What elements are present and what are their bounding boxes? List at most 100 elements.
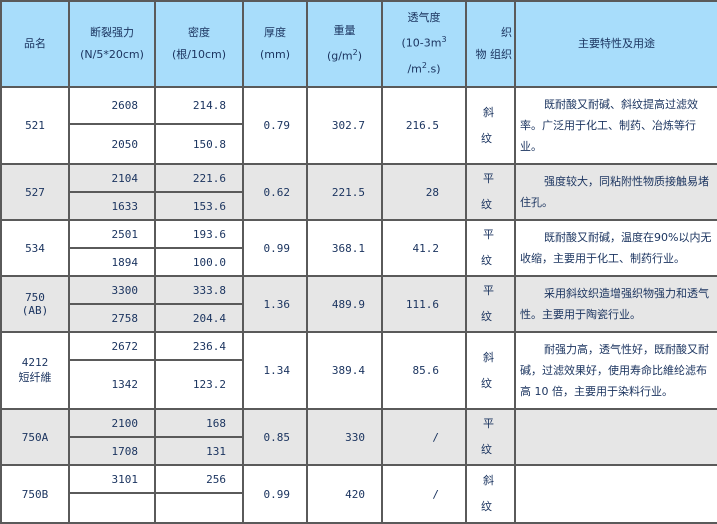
usage-text: 采用斜纹织造增强织物强力和透气性。主要用于陶瓷行业。 — [520, 287, 709, 321]
weave-line1: 织 — [501, 26, 512, 39]
weave: 平纹 — [465, 408, 516, 466]
product-name: 527 — [0, 163, 70, 221]
weave: 斜纹 — [465, 464, 516, 524]
weight: 420 — [306, 464, 383, 524]
weave: 斜纹 — [465, 86, 516, 165]
thickness: 0.62 — [242, 163, 308, 221]
permeability: 216.5 — [381, 86, 467, 165]
density-warp: 236.4 — [154, 331, 244, 361]
weight-unit-a: (g/m — [326, 49, 353, 63]
table-row: 534 2501 193.6 0.99 368.1 41.2 平纹 既耐酸又耐碱… — [0, 219, 717, 277]
density-weft: 153.6 — [154, 191, 244, 221]
name-line1: 534 — [25, 241, 45, 255]
product-name: 750 (AB) — [0, 275, 70, 333]
table-row: 4212 短纤維 2672 236.4 1.34 389.4 85.6 斜纹 耐强… — [0, 331, 717, 410]
header-permeability: 透气度 (10-3m3/m2.s) — [381, 0, 467, 88]
strength-weft: 1633 — [68, 191, 156, 221]
name-line2: 短纤維 — [18, 371, 52, 384]
permeability: / — [381, 464, 467, 524]
density-warp: 256 — [154, 464, 244, 494]
table-row: 1633 153.6 — [1, 191, 717, 221]
strength-warp: 2104 — [68, 163, 156, 193]
permeability: / — [381, 408, 467, 466]
header-weave: 织物 组织 — [465, 0, 516, 88]
strength-weft — [68, 492, 156, 524]
header-name: 品名 — [0, 0, 70, 88]
table-row: 750B 3101 256 0.99 420 / 斜纹 — [0, 464, 717, 524]
usage-description: 强度较大，同粘附性物质接触易堵住孔。 — [514, 163, 717, 221]
weight: 368.1 — [306, 219, 383, 277]
density-title: 密度 — [188, 26, 210, 39]
weight: 221.5 — [306, 163, 383, 221]
strength-weft: 1708 — [68, 436, 156, 466]
table-row: 527 2104 221.6 0.62 221.5 28 平纹 强度较大，同粘附… — [0, 163, 717, 221]
strength-unit: (N/5*20cm) — [80, 48, 144, 61]
perm-unit-sup2: 2 — [421, 61, 427, 70]
strength-warp: 2100 — [68, 408, 156, 438]
perm-unit-1: (10-3m3 — [389, 29, 459, 55]
strength-weft: 1342 — [68, 359, 156, 410]
weave-char2: 纹 — [481, 254, 492, 267]
density-weft: 150.8 — [154, 123, 244, 165]
strength-warp: 3300 — [68, 275, 156, 305]
thickness: 1.34 — [242, 331, 308, 410]
strength-warp: 3101 — [68, 464, 156, 494]
permeability: 85.6 — [381, 331, 467, 410]
weave-char2: 纹 — [481, 500, 492, 513]
usage-text: 既耐酸又耐碱，温度在90%以内无收缩，主要用于化工、制药行业。 — [520, 231, 712, 265]
weave-char1: 平 — [483, 417, 494, 430]
strength-weft: 2758 — [68, 303, 156, 333]
thickness-title: 厚度 — [264, 26, 286, 39]
weight-unit-b: ) — [357, 49, 363, 63]
weave: 平纹 — [465, 163, 516, 221]
table-row: 1342 123.2 — [1, 359, 717, 410]
permeability: 111.6 — [381, 275, 467, 333]
usage-description: 耐强力高，透气性好，既耐酸又耐碱，过滤效果好，使用寿命比維纶滤布高 10 倍，主… — [514, 331, 717, 410]
density-weft: 204.4 — [154, 303, 244, 333]
density-weft: 131 — [154, 436, 244, 466]
header-row: 品名 断裂强力 (N/5*20cm) 密度 (根/10cm) 厚度 (mm) 重量 (g… — [0, 0, 717, 88]
thickness: 0.99 — [242, 219, 308, 277]
table-row: 2050 150.8 — [1, 123, 717, 165]
name-line1: 750B — [21, 487, 49, 501]
name-line1: 527 — [25, 185, 45, 199]
weight: 489.9 — [306, 275, 383, 333]
density-weft: 100.0 — [154, 247, 244, 277]
name-line1: 750A — [21, 430, 49, 444]
weight-unit: (g/m2) — [314, 42, 375, 68]
thickness: 0.99 — [242, 464, 308, 524]
table-row: 750A 2100 168 0.85 330 / 平纹 — [0, 408, 717, 466]
weave-char1: 斜 — [483, 105, 494, 119]
usage-text: 强度较大，同粘附性物质接触易堵住孔。 — [520, 175, 709, 209]
weave-char1: 斜 — [483, 474, 494, 487]
header-strength: 断裂强力 (N/5*20cm) — [68, 0, 156, 88]
usage-text: 既耐酸又耐碱、斜纹提高过滤效率。广泛用于化工、制药、冶炼等行业。 — [520, 98, 698, 153]
table-row: 1708 131 — [1, 436, 717, 466]
density-unit: (根/10cm) — [171, 48, 227, 61]
perm-title: 透气度 — [407, 11, 441, 25]
product-name: 521 — [0, 86, 70, 165]
strength-weft: 2050 — [68, 123, 156, 165]
perm-unit-sup: 3 — [441, 35, 447, 45]
strength-warp: 2672 — [68, 331, 156, 361]
strength-title: 断裂强力 — [90, 26, 134, 39]
header-weight: 重量 (g/m2) — [306, 0, 383, 88]
thickness: 0.85 — [242, 408, 308, 466]
density-warp: 333.8 — [154, 275, 244, 305]
usage-description — [514, 408, 717, 466]
permeability: 41.2 — [381, 219, 467, 277]
thickness: 0.79 — [242, 86, 308, 165]
usage-description: 采用斜纹织造增强织物强力和透气性。主要用于陶瓷行业。 — [514, 275, 717, 333]
weave-char2: 纹 — [481, 376, 492, 390]
header-thickness: 厚度 (mm) — [242, 0, 308, 88]
weave-char1: 平 — [483, 172, 494, 185]
strength-weft: 1894 — [68, 247, 156, 277]
weave-char1: 斜 — [483, 350, 494, 364]
header-usage: 主要特性及用途 — [514, 0, 717, 88]
product-name: 750A — [0, 408, 70, 466]
strength-warp: 2501 — [68, 219, 156, 249]
product-name: 750B — [0, 464, 70, 524]
table-row: 750 (AB) 3300 333.8 1.36 489.9 111.6 平纹 采… — [0, 275, 717, 333]
header-density: 密度 (根/10cm) — [154, 0, 244, 88]
density-warp: 168 — [154, 408, 244, 438]
